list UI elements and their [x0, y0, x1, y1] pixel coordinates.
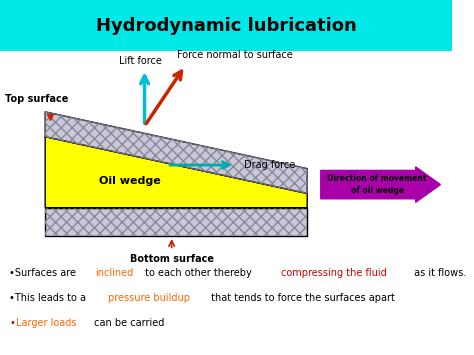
Text: can be carried: can be carried [91, 318, 164, 328]
Text: Larger loads: Larger loads [16, 318, 77, 328]
Text: Direction of movement
of oil wedge: Direction of movement of oil wedge [328, 174, 427, 195]
Text: inclined: inclined [95, 268, 134, 278]
Text: Force normal to surface: Force normal to surface [177, 50, 293, 60]
Text: Bottom surface: Bottom surface [130, 254, 214, 264]
Text: Drag force: Drag force [244, 160, 295, 170]
Text: that tends to force the surfaces apart: that tends to force the surfaces apart [209, 293, 395, 303]
Text: Top surface: Top surface [5, 94, 68, 104]
Text: •Surfaces are: •Surfaces are [9, 268, 79, 278]
Text: Oil wedge: Oil wedge [100, 176, 161, 186]
Bar [0, 0, 452, 51]
Text: •This leads to a: •This leads to a [9, 293, 89, 303]
Polygon shape [45, 137, 307, 208]
Bar [45, 208, 307, 236]
Text: to each other thereby: to each other thereby [142, 268, 255, 278]
Polygon shape [45, 112, 307, 193]
Text: compressing the fluid: compressing the fluid [281, 268, 387, 278]
Text: pressure buildup: pressure buildup [108, 293, 190, 303]
Text: Hydrodynamic lubrication: Hydrodynamic lubrication [95, 17, 356, 35]
Text: Lift force: Lift force [118, 56, 162, 66]
Text: •: • [9, 318, 15, 328]
FancyArrow shape [321, 167, 440, 202]
Text: as it flows.: as it flows. [411, 268, 466, 278]
Bar [45, 208, 307, 236]
